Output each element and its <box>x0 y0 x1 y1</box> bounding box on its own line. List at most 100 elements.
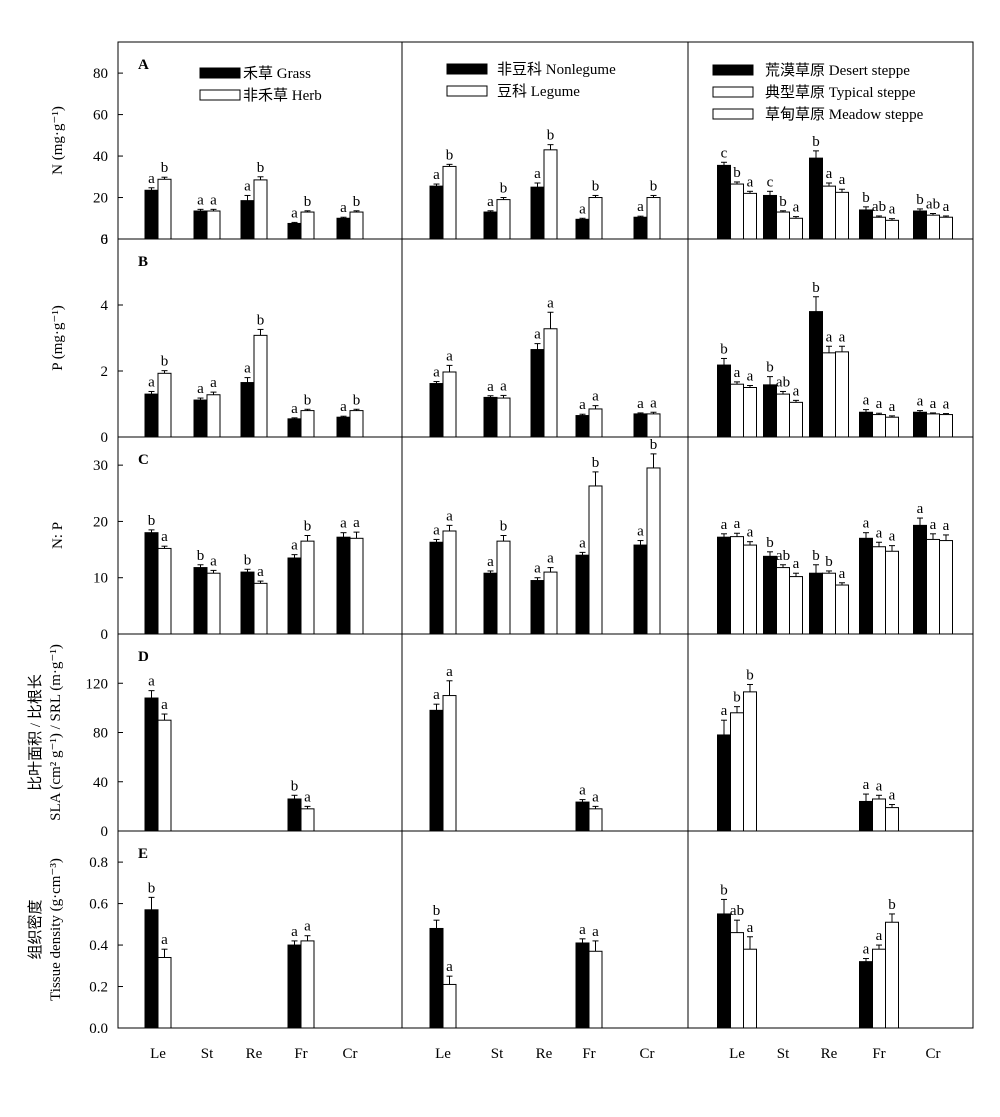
legend-label: 禾草 Grass <box>243 65 311 82</box>
bar <box>336 416 351 438</box>
bar <box>730 712 744 832</box>
legend-label: 荒漠草原 Desert steppe <box>765 62 910 79</box>
significance-letter: a <box>876 396 883 412</box>
bar <box>530 349 545 438</box>
significance-letter: b <box>304 392 312 408</box>
bar <box>633 544 648 635</box>
significance-letter: b <box>161 354 169 370</box>
bar <box>429 927 444 1029</box>
significance-letter: b <box>257 160 265 176</box>
x-category-label: St <box>777 1046 790 1062</box>
significance-letter: a <box>291 205 298 221</box>
x-category-label: Fr <box>294 1046 307 1062</box>
x-category-label: Cr <box>926 1046 941 1062</box>
bar <box>717 734 731 832</box>
bar <box>253 179 268 240</box>
bar <box>144 532 159 635</box>
significance-letter: b <box>812 548 820 564</box>
bar <box>743 544 757 635</box>
bar <box>835 584 849 635</box>
significance-letter: a <box>889 399 896 415</box>
significance-letter: a <box>257 564 264 580</box>
x-category-label: Re <box>536 1046 553 1062</box>
bar <box>730 383 744 438</box>
significance-letter: a <box>579 922 586 938</box>
bar <box>835 351 849 438</box>
significance-letter: a <box>721 517 728 533</box>
significance-letter: b <box>592 178 600 194</box>
significance-letter: b <box>766 535 774 551</box>
bar <box>300 211 315 240</box>
significance-letter: a <box>592 924 599 940</box>
bar <box>240 382 255 438</box>
panel-letter: A <box>138 57 149 73</box>
significance-letter: a <box>839 329 846 345</box>
bar <box>336 217 351 240</box>
x-category-label: Re <box>246 1046 263 1062</box>
y-tick-label: 60 <box>93 108 108 124</box>
significance-letter: a <box>534 561 541 577</box>
bar <box>730 536 744 635</box>
significance-letter: a <box>650 395 657 411</box>
significance-letter: a <box>161 697 168 713</box>
significance-letter: a <box>876 778 883 794</box>
significance-letter: a <box>353 515 360 531</box>
bar <box>926 538 940 635</box>
significance-letter: a <box>446 959 453 975</box>
significance-letter: a <box>747 174 754 190</box>
bar <box>157 956 172 1029</box>
bar <box>193 210 208 240</box>
significance-letter: a <box>826 329 833 345</box>
panel-letter: B <box>138 254 148 270</box>
significance-letter: b <box>720 341 728 357</box>
significance-letter: a <box>917 501 924 517</box>
significance-letter: b <box>766 360 774 376</box>
legend-swatch <box>712 86 754 98</box>
bar <box>429 541 444 635</box>
significance-letter: a <box>197 381 204 397</box>
significance-letter: a <box>244 178 251 194</box>
x-category-label: Cr <box>343 1046 358 1062</box>
significance-letter: b <box>148 513 156 529</box>
significance-letter: a <box>446 348 453 364</box>
y-tick-label: 0 <box>101 232 109 248</box>
bar <box>743 948 757 1029</box>
bar <box>287 557 302 635</box>
significance-letter: b <box>304 194 312 210</box>
significance-letter: a <box>340 399 347 415</box>
bar <box>300 540 315 635</box>
bar <box>939 414 953 438</box>
significance-letter: b <box>888 897 896 913</box>
x-category-label: Fr <box>582 1046 595 1062</box>
significance-letter: a <box>943 199 950 215</box>
y-axis-title: Tissue density (g·cm⁻³) <box>48 858 64 1001</box>
legend-swatch <box>712 108 754 120</box>
significance-letter: c <box>721 145 728 161</box>
significance-letter: b <box>433 903 441 919</box>
bar <box>822 572 836 635</box>
bar <box>575 415 590 438</box>
bar <box>926 413 940 438</box>
bar <box>575 942 590 1029</box>
bar <box>776 393 790 438</box>
significance-letter: a <box>876 525 883 541</box>
bar <box>872 798 886 832</box>
significance-letter: b <box>733 690 741 706</box>
significance-letter: a <box>547 295 554 311</box>
bar <box>926 214 940 240</box>
bar <box>483 396 498 438</box>
bar <box>872 216 886 240</box>
bar <box>442 530 457 635</box>
bar <box>575 554 590 635</box>
y-tick-label: 2 <box>101 364 109 380</box>
bar <box>913 524 927 635</box>
significance-letter: a <box>487 194 494 210</box>
significance-letter: a <box>500 378 507 394</box>
significance-letter: b <box>500 519 508 535</box>
significance-letter: ab <box>776 548 790 564</box>
significance-letter: b <box>197 548 205 564</box>
significance-letter: a <box>340 516 347 532</box>
bar <box>763 384 777 438</box>
significance-letter: a <box>943 518 950 534</box>
bar <box>336 536 351 635</box>
